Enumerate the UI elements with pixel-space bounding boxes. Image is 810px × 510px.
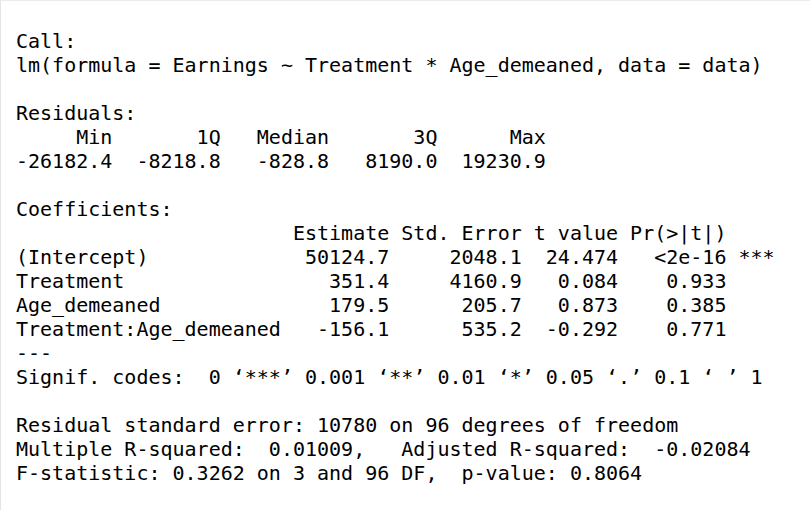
coefficient-row-treatment-age-interaction: Treatment:Age_demeaned -156.1 535.2 -0.2…	[16, 317, 810, 341]
f-statistic: F-statistic: 0.3262 on 3 and 96 DF, p-va…	[16, 461, 810, 485]
coefficient-row-treatment: Treatment 351.4 4160.9 0.084 0.933	[16, 269, 810, 293]
call-header: Call:	[16, 29, 810, 53]
coefficient-row-intercept: (Intercept) 50124.7 2048.1 24.474 <2e-16…	[16, 245, 810, 269]
residuals-values: -26182.4 -8218.8 -828.8 8190.0 19230.9	[16, 149, 810, 173]
blank-line	[16, 389, 810, 413]
call-formula: lm(formula = Earnings ~ Treatment * Age_…	[16, 53, 810, 77]
coefficients-header: Coefficients:	[16, 197, 810, 221]
coefficients-column-labels: Estimate Std. Error t value Pr(>|t|)	[16, 221, 810, 245]
residuals-header: Residuals:	[16, 101, 810, 125]
r-squared: Multiple R-squared: 0.01009, Adjusted R-…	[16, 437, 810, 461]
r-console-window: Call: lm(formula = Earnings ~ Treatment …	[0, 0, 810, 510]
coefficient-row-age-demeaned: Age_demeaned 179.5 205.7 0.873 0.385	[16, 293, 810, 317]
blank-line	[16, 77, 810, 101]
residuals-column-labels: Min 1Q Median 3Q Max	[16, 125, 810, 149]
separator-dashes: ---	[16, 341, 810, 365]
lm-summary-output: Call: lm(formula = Earnings ~ Treatment …	[1, 1, 810, 485]
blank-line	[16, 173, 810, 197]
signif-codes: Signif. codes: 0 ‘***’ 0.001 ‘**’ 0.01 ‘…	[16, 365, 810, 389]
residual-standard-error: Residual standard error: 10780 on 96 deg…	[16, 413, 810, 437]
